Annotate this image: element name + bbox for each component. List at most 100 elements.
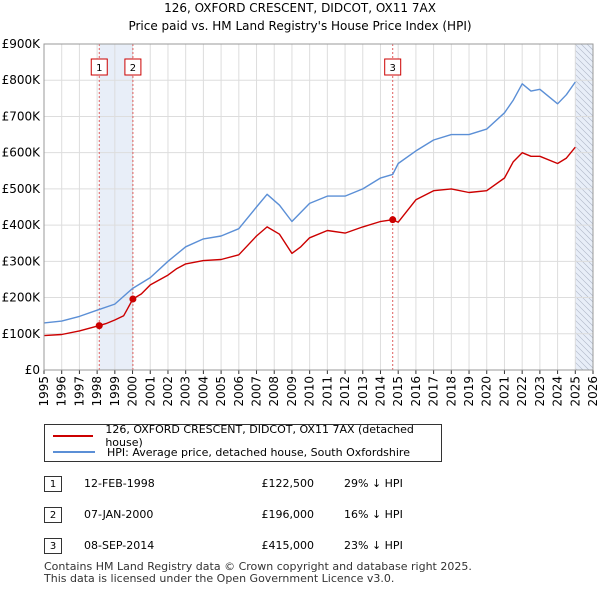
x-tick-label: 2010: [303, 376, 317, 407]
future-hatch: [575, 110, 594, 129]
x-tick-label: 2000: [126, 376, 140, 407]
x-tick-label: 2024: [551, 376, 565, 407]
x-tick-label: 2012: [338, 376, 352, 407]
x-tick-label: 2003: [179, 376, 193, 407]
x-tick-label: 1997: [72, 376, 86, 407]
legend-label-hpi: HPI: Average price, detached house, Sout…: [107, 445, 410, 459]
future-hatch: [575, 44, 594, 63]
future-hatch: [575, 242, 594, 261]
future-hatch: [575, 272, 594, 291]
future-hatch: [575, 128, 594, 147]
sale-date: 08-SEP-2014: [84, 539, 155, 552]
sale-hpi-diff: 29% ↓ HPI: [344, 477, 403, 490]
future-hatch: [575, 92, 594, 111]
sale-number-box: [384, 58, 402, 76]
chart-title: 126, OXFORD CRESCENT, DIDCOT, OX11 7AX: [164, 1, 436, 15]
sale-point: [129, 295, 137, 303]
y-tick-label: £800K: [2, 73, 42, 87]
future-hatch: [575, 194, 594, 213]
future-hatch: [575, 302, 594, 321]
sale-row: 2 07-JAN-2000 £196,000 16% ↓ HPI: [44, 505, 464, 536]
footer-copyright: Contains HM Land Registry data © Crown c…: [44, 560, 472, 573]
future-hatch: [575, 224, 594, 243]
x-tick-label: 2017: [427, 376, 441, 407]
sale-hpi-diff: 23% ↓ HPI: [344, 539, 403, 552]
x-tick-label: 1995: [37, 376, 51, 407]
future-hatch: [575, 86, 594, 105]
plot-area: [44, 44, 593, 370]
future-hatch: [575, 254, 594, 273]
future-hatch: [575, 122, 594, 141]
legend-item-property: 126, OXFORD CRESCENT, DIDCOT, OX11 7AX (…: [53, 423, 441, 449]
sale-number-box: [124, 58, 142, 76]
x-tick-label: 2019: [462, 376, 476, 407]
future-hatch: [575, 338, 594, 357]
future-hatch: [575, 308, 594, 327]
future-hatch: [575, 230, 594, 249]
y-tick-label: £400K: [2, 218, 42, 232]
sale-number-badge: 1: [44, 476, 62, 492]
x-tick-label: 2025: [568, 376, 582, 407]
sale-number-badge: 3: [44, 538, 62, 554]
sale-price: £122,500: [261, 477, 315, 490]
future-hatch: [575, 62, 594, 81]
sale-hpi-diff: 16% ↓ HPI: [344, 508, 403, 521]
x-tick-label: 2023: [533, 376, 547, 407]
x-tick-label: 2015: [391, 376, 405, 407]
future-hatch: [575, 56, 594, 75]
future-hatch: [575, 164, 594, 183]
x-tick-label: 2007: [250, 376, 264, 407]
x-tick-label: 2009: [285, 376, 299, 407]
x-tick-label: 1999: [108, 376, 122, 407]
future-hatch: [575, 344, 594, 363]
sale-point: [389, 216, 397, 224]
future-hatch: [575, 296, 594, 315]
shaded-span: [575, 44, 593, 370]
footer-licence: This data is licensed under the Open Gov…: [44, 572, 395, 585]
future-hatch: [575, 104, 594, 123]
future-hatch: [575, 140, 594, 159]
future-hatch: [575, 188, 594, 207]
y-tick-label: £600K: [2, 146, 42, 160]
future-hatch: [575, 284, 594, 303]
x-tick-label: 2018: [444, 376, 458, 407]
future-hatch: [575, 260, 594, 279]
future-hatch: [575, 314, 594, 333]
x-tick-label: 2022: [515, 376, 529, 407]
legend-swatch-property: [53, 435, 94, 437]
sale-number-label: 1: [96, 63, 102, 74]
future-hatch: [575, 248, 594, 267]
sale-date: 12-FEB-1998: [84, 477, 155, 490]
legend-item-hpi: HPI: Average price, detached house, Sout…: [53, 444, 410, 460]
chart-subtitle: Price paid vs. HM Land Registry's House …: [128, 19, 471, 33]
x-tick-label: 1998: [90, 376, 104, 407]
future-hatch: [580, 43, 594, 57]
future-hatch: [575, 326, 594, 345]
future-hatch: [575, 68, 594, 87]
legend-label-property: 126, OXFORD CRESCENT, DIDCOT, OX11 7AX (…: [105, 423, 414, 449]
sale-number-box: [90, 58, 108, 76]
y-tick-label: £900K: [2, 37, 42, 51]
future-hatch: [575, 98, 594, 117]
y-tick-label: £100K: [2, 327, 42, 341]
sale-number-label: 3: [390, 63, 396, 74]
future-hatch: [575, 206, 594, 225]
future-hatch: [575, 134, 594, 153]
future-hatch: [586, 43, 594, 51]
x-tick-label: 2016: [409, 376, 423, 407]
future-hatch: [575, 158, 594, 177]
sale-date: 07-JAN-2000: [84, 508, 154, 521]
future-hatch: [575, 182, 594, 201]
future-hatch: [575, 80, 594, 99]
future-hatch: [575, 290, 594, 309]
future-hatch: [575, 362, 584, 371]
sale-number-label: 2: [130, 63, 136, 74]
x-tick-label: 2020: [480, 376, 494, 407]
sale-price: £415,000: [261, 539, 315, 552]
x-tick-label: 2005: [214, 376, 228, 407]
plot-frame: [43, 43, 594, 371]
future-hatch: [575, 350, 594, 369]
future-hatch: [575, 332, 594, 351]
footer-attribution: Contains HM Land Registry data © Crown c…: [44, 561, 472, 585]
